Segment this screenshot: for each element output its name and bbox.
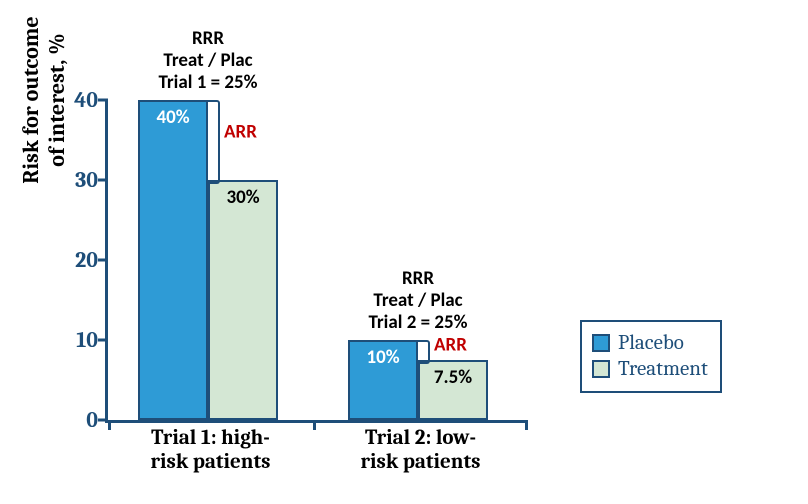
bar-value-label: 30% [226,186,259,209]
rrr-line3: Trial 2 = 25% [348,312,488,334]
group-label-1-line2: risk patients [108,450,313,474]
bar-trial2-treatment: 7.5% [418,360,488,420]
xtick-mark [525,420,528,430]
xtick-mark [313,420,316,430]
rrr-line3: Trial 1 = 25% [138,72,278,94]
legend-label-treatment: Treatment [618,356,708,382]
bar-trial2-placebo: 10% [348,340,418,420]
y-axis-title-line2: of interest, % [44,0,70,260]
bar-trial1-treatment: 30% [208,180,278,420]
group-label-1-line1: Trial 1: high- [108,426,313,450]
arr-label-2: ARR [434,333,467,356]
ytick-label-1: 10 [76,327,108,353]
plot-area: 0 10 20 30 40 40% 30% ARR Trial 1: high-… [105,100,528,423]
ytick-label-2: 20 [75,247,108,273]
y-axis-title-line1: Risk for outcome [18,0,44,260]
rrr-line1: RRR [138,28,278,50]
bar-value-label: 7.5% [434,366,472,389]
rrr-line1: RRR [348,268,488,290]
risk-chart: Risk for outcome of interest, % 0 10 20 … [0,0,808,504]
ytick-label-3: 30 [75,167,108,193]
group-label-2-line2: risk patients [318,450,523,474]
arr-bracket [418,340,430,364]
legend-label-placebo: Placebo [618,330,684,356]
arr-label-1: ARR [224,121,257,144]
rrr-annotation-1: RRR Treat / Plac Trial 1 = 25% [138,28,278,94]
group-label-1: Trial 1: high- risk patients [108,420,313,474]
rrr-annotation-2: RRR Treat / Plac Trial 2 = 25% [348,268,488,334]
legend-swatch-placebo [592,334,610,352]
legend-swatch-treatment [592,360,610,378]
y-axis-title: Risk for outcome of interest, % [18,0,70,260]
legend: Placebo Treatment [580,320,722,393]
ytick-label-0: 0 [86,407,108,433]
rrr-line2: Treat / Plac [348,290,488,312]
legend-item-treatment: Treatment [592,356,708,382]
legend-item-placebo: Placebo [592,330,708,356]
group-label-2: Trial 2: low- risk patients [318,420,523,474]
group-label-2-line1: Trial 2: low- [318,426,523,450]
arr-bracket [208,100,220,184]
rrr-line2: Treat / Plac [138,50,278,72]
ytick-label-4: 40 [74,87,108,113]
bar-value-label: 40% [156,106,189,129]
bar-trial1-placebo: 40% [138,100,208,420]
bar-value-label: 10% [366,346,399,369]
